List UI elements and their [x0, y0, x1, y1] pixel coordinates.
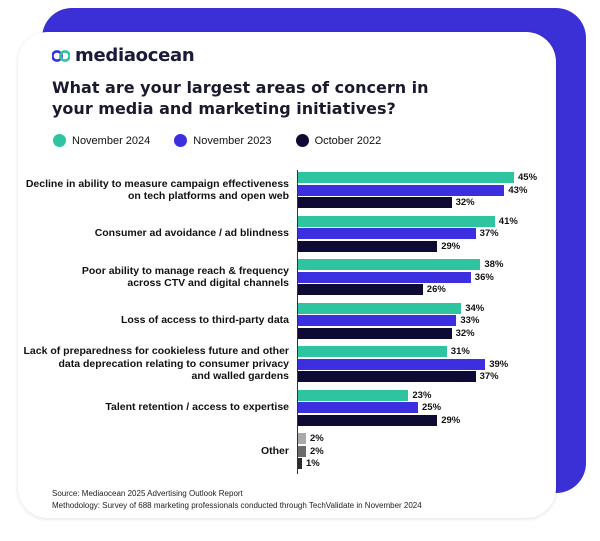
bar: [298, 433, 306, 444]
bar: [298, 389, 409, 401]
data-label: 32%: [455, 197, 475, 208]
category-label: Decline in ability to measure campaign e…: [0, 178, 289, 203]
data-label: 41%: [498, 215, 518, 227]
category-label: Talent retention / access to expertise: [0, 401, 289, 414]
legend-label: November 2024: [72, 134, 151, 147]
legend-item: November 2024: [53, 134, 150, 147]
data-label: 37%: [479, 228, 499, 239]
data-label: 33%: [460, 315, 480, 326]
category-label-line: Lack of preparedness for cookieless futu…: [23, 345, 290, 358]
bar: [298, 172, 514, 183]
data-label: 45%: [518, 172, 538, 183]
bar: [298, 184, 505, 196]
bar: [298, 445, 306, 457]
bar: [298, 358, 486, 370]
data-label: 29%: [441, 240, 461, 252]
bar: [298, 327, 452, 339]
data-label: 39%: [489, 358, 509, 370]
data-label: 31%: [450, 346, 470, 357]
legend-item: October 2022: [295, 134, 382, 147]
mediaocean-logo-icon: [52, 49, 70, 62]
y-axis-line: [297, 170, 298, 474]
data-label: 34%: [465, 302, 485, 314]
category-label: Lack of preparedness for cookieless futu…: [0, 345, 290, 383]
bar: [298, 302, 462, 314]
data-label: 26%: [426, 284, 446, 295]
bar: [298, 197, 452, 208]
bar: [298, 228, 476, 239]
data-label: 43%: [508, 184, 528, 196]
data-label: 23%: [412, 389, 432, 401]
data-label: 2%: [310, 433, 324, 444]
category-label-line: on tech platforms and open web: [127, 190, 289, 202]
category-label-line: Loss of access to third-party data: [120, 314, 289, 327]
bar: [298, 215, 495, 227]
category-label-line: across CTV and digital channels: [127, 277, 289, 289]
legend-item: November 2023: [174, 134, 272, 147]
bar: [298, 284, 423, 295]
data-label: 37%: [479, 371, 499, 382]
category-label-line: Decline in ability to measure campaign e…: [25, 177, 289, 190]
data-label: 38%: [484, 259, 504, 270]
bar: [298, 271, 471, 283]
data-label: 32%: [455, 327, 475, 339]
data-label: 36%: [474, 271, 494, 283]
legend: November 2024 November 2023 October 2022: [53, 134, 405, 147]
bar: [298, 458, 302, 469]
methodology-note: Methodology: Survey of 688 marketing pro…: [52, 501, 422, 510]
legend-swatch: [53, 134, 66, 147]
category-label-line: and walled gardens: [191, 370, 289, 383]
source-note: Source: Mediaocean 2025 Advertising Outl…: [52, 489, 243, 498]
legend-swatch: [174, 134, 188, 147]
chart-title: What are your largest areas of concern i…: [52, 78, 429, 118]
category-label-line: Consumer ad avoidance / ad blindness: [94, 227, 289, 240]
category-label: Other: [0, 445, 289, 458]
category-label: Loss of access to third-party data: [0, 314, 289, 327]
legend-label: October 2022: [314, 134, 382, 147]
legend-label: November 2023: [193, 134, 272, 147]
category-label: Poor ability to manage reach & frequency…: [0, 265, 289, 290]
category-label-line: Talent retention / access to expertise: [105, 401, 289, 414]
data-label: 2%: [310, 445, 324, 457]
data-label: 25%: [422, 402, 442, 413]
legend-swatch: [295, 134, 309, 147]
category-label-line: Other: [260, 444, 289, 457]
category-label: Consumer ad avoidance / ad blindness: [0, 227, 289, 240]
data-label: 1%: [306, 458, 320, 469]
category-label-line: Poor ability to manage reach & frequency: [81, 264, 289, 277]
bar: [298, 371, 476, 382]
category-label-line: data deprecation relating to consumer pr…: [58, 357, 289, 370]
bar: [298, 259, 481, 270]
bar: [298, 240, 438, 252]
bar: [298, 402, 418, 413]
brand-name: mediaocean: [75, 45, 195, 66]
logo: mediaocean: [52, 45, 195, 66]
data-label: 29%: [441, 414, 461, 426]
bar: [298, 315, 457, 326]
bar: [298, 346, 447, 357]
bar: [298, 414, 438, 426]
